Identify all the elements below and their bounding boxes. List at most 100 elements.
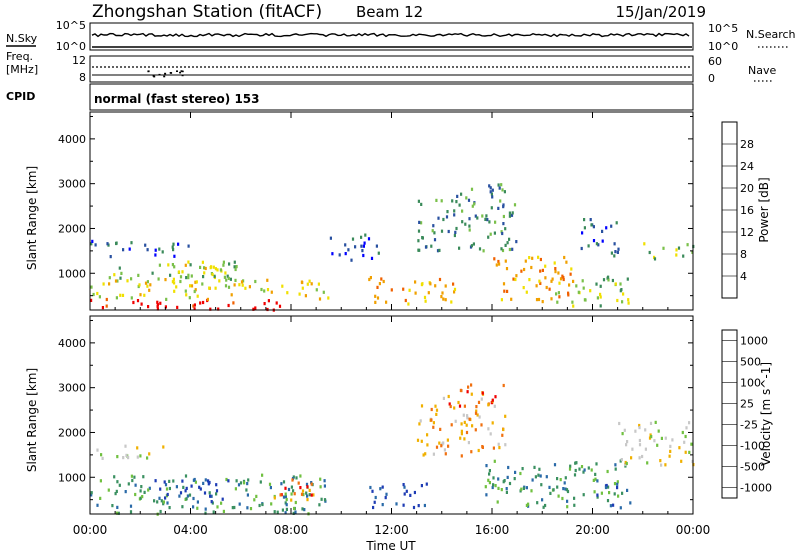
velocity-cell xyxy=(465,423,468,427)
power-cell xyxy=(653,257,657,261)
power-cell xyxy=(106,242,109,246)
power-cell xyxy=(444,298,447,302)
power-cell xyxy=(627,301,630,305)
power-cell xyxy=(344,252,347,256)
velocity-cell xyxy=(153,499,156,503)
velocity-cell xyxy=(432,425,435,429)
power-cell xyxy=(173,281,176,285)
velocity-cell xyxy=(590,468,593,472)
velocity-cell xyxy=(541,498,544,502)
power-cell xyxy=(214,286,217,290)
velocity-cell xyxy=(578,467,581,471)
power-cell xyxy=(495,263,498,267)
velocity-cell xyxy=(122,456,125,460)
velocity-cell xyxy=(139,489,142,493)
velocity-cell xyxy=(460,389,463,393)
power-cell xyxy=(144,281,148,285)
power-cell xyxy=(550,279,553,283)
velocity-cell xyxy=(114,492,117,496)
power-cell xyxy=(361,249,364,253)
velocity-cell xyxy=(115,489,118,493)
power-cell xyxy=(453,213,456,217)
power-cell xyxy=(502,222,505,226)
velocity-cell xyxy=(402,503,405,507)
power-cell xyxy=(544,264,547,268)
velocity-cell xyxy=(466,414,469,418)
power-cell xyxy=(611,278,614,283)
velocity-cell xyxy=(181,505,184,509)
velocity-cell xyxy=(594,477,597,481)
velocity-cell xyxy=(292,511,295,515)
velocity-cell xyxy=(502,383,505,388)
power-cell xyxy=(244,286,247,290)
velocity-cell xyxy=(442,441,445,445)
velocity-cell xyxy=(142,475,145,479)
power-cell xyxy=(201,282,204,286)
velocity-cell xyxy=(293,492,296,496)
cpid-value: normal (fast stereo) 153 xyxy=(94,92,260,106)
velocity-cell xyxy=(168,506,171,510)
power-cell xyxy=(98,295,101,299)
power-cell xyxy=(362,253,365,258)
velocity-cell xyxy=(481,391,484,395)
power-cell xyxy=(502,203,505,207)
power-cell xyxy=(558,281,561,285)
power-cell xyxy=(433,238,437,242)
power-cell xyxy=(607,275,610,279)
freq-dip-dot xyxy=(147,70,150,73)
velocity-cell xyxy=(623,428,626,432)
power-cell xyxy=(615,221,618,225)
velocity-cell xyxy=(467,385,470,389)
power-cell xyxy=(138,283,141,287)
power-cell xyxy=(605,226,608,230)
power-cell xyxy=(149,283,152,287)
power-cell xyxy=(192,304,195,308)
velocity-cell xyxy=(208,491,211,495)
power-cell xyxy=(451,199,454,203)
velocity-cell xyxy=(503,479,506,483)
freq-unit-label: [MHz] xyxy=(6,63,38,76)
power-cell xyxy=(176,305,179,309)
velocity-cell xyxy=(285,507,288,511)
power-cell xyxy=(590,223,593,227)
power-cell xyxy=(407,302,410,306)
velocity-cell xyxy=(310,493,313,497)
power-cell xyxy=(484,217,487,221)
power-cell xyxy=(498,186,501,190)
power-cell xyxy=(433,231,436,235)
power-cell xyxy=(465,196,468,200)
power-cell xyxy=(364,233,367,237)
velocity-cell xyxy=(234,487,237,491)
power-cell xyxy=(185,293,188,297)
velocity-cell xyxy=(491,421,494,425)
power-cell xyxy=(242,279,245,283)
velocity-cell xyxy=(505,490,508,494)
power-cell xyxy=(438,248,441,252)
power-cell xyxy=(545,285,548,290)
power-cell xyxy=(581,279,584,283)
velocity-cell xyxy=(99,479,102,483)
velocity-cell xyxy=(186,494,189,498)
power-cell xyxy=(202,300,205,305)
cpid-label: CPID xyxy=(6,90,35,103)
velocity-cell xyxy=(381,485,384,489)
power-cell xyxy=(188,296,191,300)
power-cell xyxy=(595,282,598,286)
power-cell xyxy=(225,278,228,282)
power-cell xyxy=(114,279,118,283)
velocity-cell xyxy=(245,488,248,492)
power-cell xyxy=(301,280,304,285)
velocity-colorbar-tick-label: -100 xyxy=(740,440,765,453)
velocity-cell xyxy=(127,482,130,486)
power-cell xyxy=(429,282,432,286)
velocity-cell xyxy=(488,469,491,473)
power-cell xyxy=(214,267,217,271)
velocity-cell xyxy=(416,438,420,442)
velocity-cell xyxy=(312,493,315,497)
power-cell xyxy=(96,291,99,296)
velocity-cell xyxy=(614,463,617,467)
velocity-cell xyxy=(381,503,384,507)
velocity-cell xyxy=(203,491,207,495)
power-cell xyxy=(541,300,544,304)
power-cell xyxy=(402,287,405,291)
